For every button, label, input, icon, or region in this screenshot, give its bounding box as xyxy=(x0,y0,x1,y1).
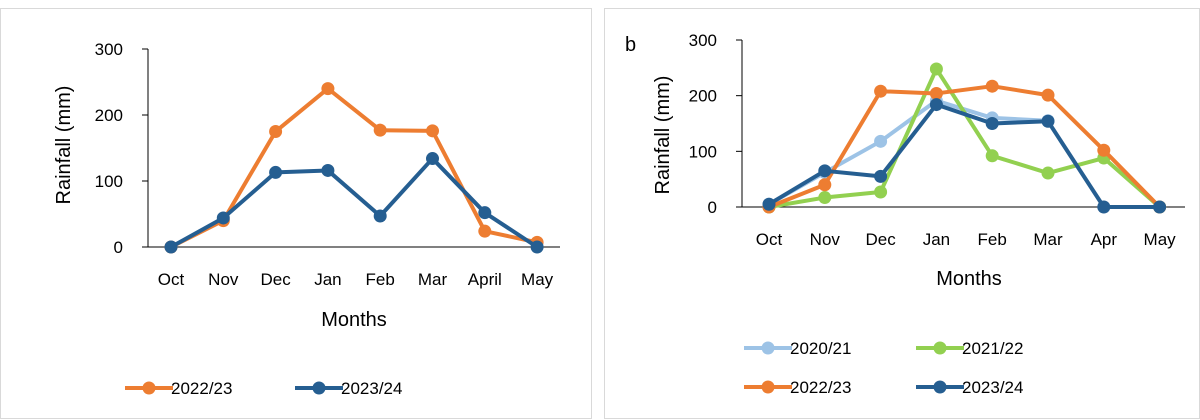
chart-b-data-point-2023-24 xyxy=(1153,201,1166,214)
chart-a-data-point-2023-24 xyxy=(321,164,334,177)
chart-a-y-tick-label: 0 xyxy=(114,238,123,257)
chart-a-ylabel: Rainfall (mm) xyxy=(53,86,75,205)
chart-b-data-point-2021-22 xyxy=(1042,167,1055,180)
chart-a-data-point-2023-24 xyxy=(478,206,491,219)
chart-b-legend-marker xyxy=(934,342,947,355)
chart-b-y-tick-label: 200 xyxy=(689,87,717,106)
chart-b-data-point-2023-24 xyxy=(1097,201,1110,214)
chart-b-legend-marker xyxy=(762,342,775,355)
chart-b-y-tick-label: 100 xyxy=(689,142,717,161)
chart-a-data-point-2022-23 xyxy=(269,125,282,138)
chart-b-data-point-2021-22 xyxy=(930,62,943,75)
chart-a-x-tick-label: Nov xyxy=(208,270,239,289)
chart-a-x-tick-label: April xyxy=(468,270,502,289)
chart-a-x-tick-label: Dec xyxy=(260,270,291,289)
chart-b-legend-label: 2023/24 xyxy=(962,378,1023,397)
chart-b-data-point-2023-24 xyxy=(818,164,831,177)
chart-b-xlabel: Months xyxy=(936,268,1002,290)
chart-b-data-point-2022-23 xyxy=(986,80,999,93)
chart-b-data-point-2022-23 xyxy=(1097,144,1110,157)
chart-a-y-tick-label: 200 xyxy=(95,106,123,125)
chart-b-data-point-2020-21 xyxy=(874,135,887,148)
chart-a-svg: Rainfall (mm) Months 0 100 200 300 Oct Nov Dec… xyxy=(1,9,593,420)
chart-b-x-tick-label: Feb xyxy=(978,230,1007,249)
chart-a-data-point-2023-24 xyxy=(269,166,282,179)
chart-a-data-point-2023-24 xyxy=(531,241,544,254)
chart-a-legend-label: 2023/24 xyxy=(341,379,402,398)
chart-b-data-point-2021-22 xyxy=(818,191,831,204)
chart-a-data-point-2022-23 xyxy=(374,124,387,137)
chart-b-data-point-2023-24 xyxy=(1042,115,1055,128)
chart-b-data-point-2021-22 xyxy=(986,149,999,162)
chart-b-x-tick-label: Jan xyxy=(923,230,950,249)
chart-b-x-tick-label: Dec xyxy=(865,230,896,249)
chart-b-x-tick-label: May xyxy=(1144,230,1177,249)
chart-a-x-tick-label: Oct xyxy=(158,270,185,289)
chart-a-y-tick-label: 100 xyxy=(95,172,123,191)
chart-a-data-point-2023-24 xyxy=(374,209,387,222)
chart-a-x-tick-label: Feb xyxy=(366,270,395,289)
chart-b-data-point-2023-24 xyxy=(930,98,943,111)
chart-a-xlabel: Months xyxy=(321,309,387,331)
chart-b-svg: b Rainfall (mm) Months 0 100 200 300 Oct Nov D… xyxy=(605,9,1200,420)
chart-a-x-tick-label: May xyxy=(521,270,554,289)
chart-a-legend-label: 2022/23 xyxy=(171,379,232,398)
chart-b-data-point-2023-24 xyxy=(763,198,776,211)
chart-a-data-point-2022-23 xyxy=(478,225,491,238)
chart-b-data-point-2021-22 xyxy=(874,185,887,198)
chart-b-x-tick-label: Oct xyxy=(756,230,783,249)
chart-a-data-point-2022-23 xyxy=(426,124,439,137)
chart-b-y-tick-label: 0 xyxy=(708,198,717,217)
chart-a-x-tick-label: Mar xyxy=(418,270,448,289)
chart-b-x-tick-label: Nov xyxy=(810,230,841,249)
chart-a-legend-marker xyxy=(143,382,156,395)
chart-a-data-point-2023-24 xyxy=(165,241,178,254)
chart-b-panel-label: b xyxy=(625,34,636,56)
chart-b-legend-label: 2022/23 xyxy=(790,378,851,397)
chart-b-legend-label: 2020/21 xyxy=(790,339,851,358)
chart-b-ylabel: Rainfall (mm) xyxy=(652,76,674,195)
chart-b-data-point-2023-24 xyxy=(874,170,887,183)
chart-b-data-point-2022-23 xyxy=(930,87,943,100)
chart-b-legend-marker xyxy=(762,381,775,394)
chart-a-legend-marker xyxy=(313,382,326,395)
chart-a-x-tick-label: Jan xyxy=(314,270,341,289)
chart-panel-a: Rainfall (mm) Months 0 100 200 300 Oct Nov Dec… xyxy=(0,8,592,419)
chart-b-data-point-2022-23 xyxy=(1042,89,1055,102)
chart-b-y-tick-label: 300 xyxy=(689,31,717,50)
chart-b-data-point-2022-23 xyxy=(818,178,831,191)
chart-a-data-point-2023-24 xyxy=(217,211,230,224)
chart-a-data-point-2023-24 xyxy=(426,152,439,165)
chart-b-x-tick-label: Apr xyxy=(1091,230,1118,249)
chart-b-data-point-2023-24 xyxy=(986,117,999,130)
chart-a-y-tick-label: 300 xyxy=(95,40,123,59)
chart-b-data-point-2022-23 xyxy=(874,85,887,98)
chart-b-legend-label: 2021/22 xyxy=(962,339,1023,358)
chart-b-legend-marker xyxy=(934,381,947,394)
chart-panel-b: b Rainfall (mm) Months 0 100 200 300 Oct Nov D… xyxy=(604,8,1200,419)
chart-a-data-point-2022-23 xyxy=(321,82,334,95)
chart-b-x-tick-label: Mar xyxy=(1033,230,1063,249)
